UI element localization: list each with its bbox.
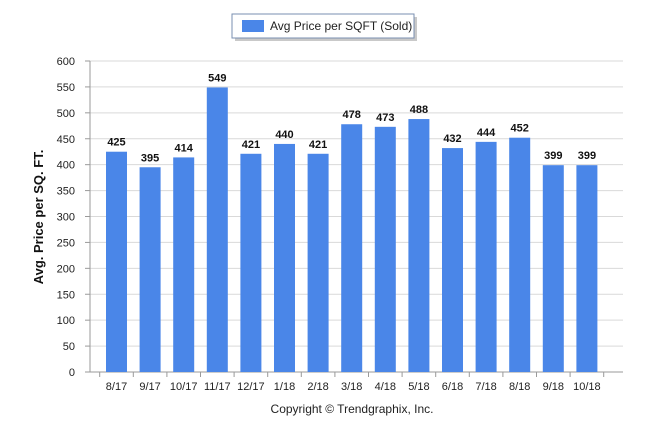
bar bbox=[408, 119, 430, 372]
x-tick-label: 10/17 bbox=[170, 381, 198, 393]
y-tick-label: 550 bbox=[57, 82, 75, 94]
bar bbox=[274, 143, 295, 372]
bar bbox=[139, 167, 161, 372]
y-tick-label: 0 bbox=[69, 367, 75, 379]
bar bbox=[576, 165, 598, 372]
y-tick-label: 450 bbox=[57, 134, 75, 146]
data-label: 432 bbox=[443, 133, 461, 145]
bar bbox=[442, 148, 463, 372]
y-tick-label: 500 bbox=[57, 108, 75, 120]
x-axis-ticks: 8/17 9/17 10/17 11/17 12/17 1/18 2/18 3/18 4/18 5… bbox=[99, 372, 605, 393]
y-tick-label: 400 bbox=[57, 160, 75, 172]
bar bbox=[475, 141, 497, 372]
x-tick-label: 9/18 bbox=[543, 381, 564, 393]
legend: Avg Price per SQFT (Sold) bbox=[231, 13, 417, 41]
bar bbox=[307, 153, 329, 372]
y-tick-label: 600 bbox=[57, 56, 75, 68]
bar bbox=[542, 165, 564, 372]
bar bbox=[106, 151, 127, 372]
bar bbox=[341, 124, 363, 372]
x-tick-label: 2/18 bbox=[307, 381, 328, 393]
bar bbox=[206, 87, 228, 372]
x-tick-label: 9/17 bbox=[139, 381, 160, 393]
bar bbox=[240, 153, 262, 372]
data-label: 425 bbox=[107, 137, 125, 149]
x-tick-label: 3/18 bbox=[341, 381, 362, 393]
data-label: 478 bbox=[343, 109, 361, 121]
bars: 425 395 414 549 421 440 421 478 473 488 432 444 452 3… bbox=[106, 72, 598, 372]
x-tick-label: 8/18 bbox=[509, 381, 530, 393]
data-label: 421 bbox=[309, 139, 327, 151]
data-label: 549 bbox=[208, 72, 226, 84]
y-tick-label: 350 bbox=[57, 186, 75, 198]
y-tick-label: 250 bbox=[57, 237, 75, 249]
y-tick-label: 200 bbox=[57, 263, 75, 275]
data-label: 452 bbox=[511, 123, 529, 135]
x-tick-label: 8/17 bbox=[106, 381, 127, 393]
bar bbox=[509, 137, 531, 372]
x-tick-label: 12/17 bbox=[237, 381, 265, 393]
x-tick-label: 5/18 bbox=[408, 381, 429, 393]
y-tick-label: 100 bbox=[57, 315, 75, 327]
data-label: 488 bbox=[410, 104, 428, 116]
y-axis-ticks: 0 50 100 150 200 250 300 350 400 450 500 550 600 bbox=[57, 56, 90, 379]
data-label: 399 bbox=[578, 150, 596, 162]
x-tick-label: 1/18 bbox=[274, 381, 295, 393]
bar bbox=[173, 157, 195, 372]
legend-label: Avg Price per SQFT (Sold) bbox=[270, 19, 412, 33]
y-tick-label: 50 bbox=[63, 341, 75, 353]
data-label: 444 bbox=[477, 127, 496, 139]
x-tick-label: 7/18 bbox=[475, 381, 496, 393]
data-label: 414 bbox=[175, 142, 194, 154]
y-tick-label: 150 bbox=[57, 289, 75, 301]
bar bbox=[374, 126, 396, 372]
data-label: 473 bbox=[376, 112, 394, 124]
x-tick-label: 10/18 bbox=[573, 381, 601, 393]
x-tick-label: 4/18 bbox=[375, 381, 396, 393]
data-label: 395 bbox=[141, 152, 159, 164]
x-tick-label: 6/18 bbox=[442, 381, 463, 393]
data-label: 440 bbox=[275, 129, 293, 141]
legend-swatch bbox=[242, 20, 264, 32]
copyright-footer: Copyright © Trendgraphix, Inc. bbox=[271, 402, 434, 416]
x-tick-label: 11/17 bbox=[204, 381, 231, 393]
data-label: 399 bbox=[544, 150, 562, 162]
y-axis-title: Avg. Price per SQ. FT. bbox=[31, 150, 46, 285]
data-label: 421 bbox=[242, 139, 260, 151]
y-tick-label: 300 bbox=[57, 212, 75, 224]
